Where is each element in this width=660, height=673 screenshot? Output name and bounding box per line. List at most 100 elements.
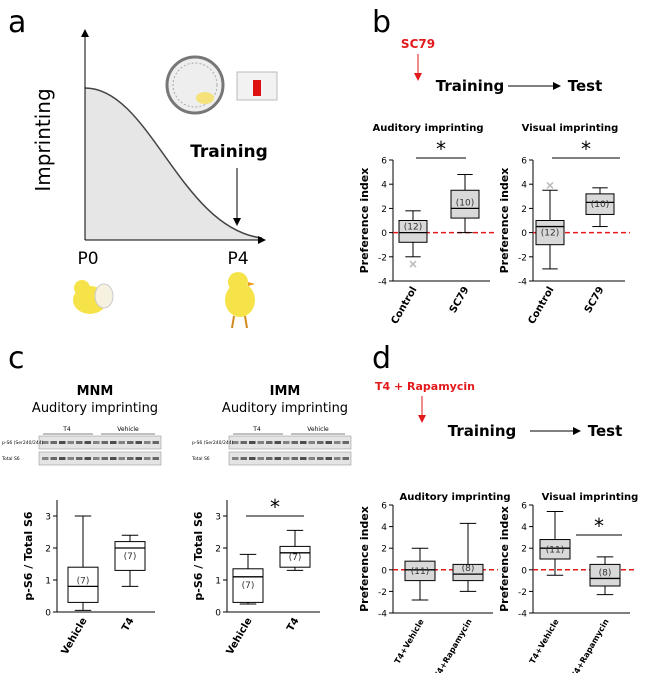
blot-band: [257, 441, 264, 444]
blot-band: [101, 441, 108, 444]
y-axis-label: Preference index: [358, 506, 371, 612]
y-tick-label: 2: [381, 205, 387, 215]
n-label: (7): [242, 581, 255, 591]
step-label: Test: [568, 77, 603, 95]
x-tick-label: Control: [389, 285, 419, 326]
significance: *: [581, 137, 591, 161]
blot-band: [42, 457, 49, 460]
blot-row: Total S6: [191, 456, 210, 462]
n-label: (7): [289, 553, 302, 563]
drug-label: SC79: [401, 37, 435, 51]
chart-title: Visual imprinting: [542, 492, 639, 503]
blot-band: [317, 457, 324, 460]
blot-band: [144, 457, 151, 460]
blot-band: [274, 441, 281, 444]
blot-band: [110, 441, 117, 444]
y-tick-label: -4: [518, 278, 527, 288]
blot-band: [93, 441, 100, 444]
blot-region: MNM: [77, 384, 114, 399]
y-tick-label: 0: [521, 229, 527, 239]
y-tick-label: 0: [215, 609, 221, 619]
significance: *: [270, 495, 280, 519]
blot-group: Vehicle: [117, 426, 139, 433]
blot-band: [300, 457, 307, 460]
box: [535, 220, 565, 246]
y-tick-label: 3: [45, 513, 51, 523]
y-tick-label: 4: [381, 523, 387, 533]
y-tick-label: -2: [518, 588, 527, 598]
blot-band: [110, 457, 117, 460]
chart-title: Visual imprinting: [522, 123, 619, 134]
panel-letter: a: [8, 5, 26, 40]
x-tick-label: T4: [285, 616, 301, 633]
blot-band: [118, 441, 125, 444]
chart-title: Auditory imprinting: [373, 123, 484, 134]
blot-band: [240, 441, 247, 444]
blot-band: [283, 441, 290, 444]
wheel-icon: [165, 55, 225, 115]
y-tick-label: 2: [215, 545, 221, 555]
blot-band: [325, 441, 332, 444]
n-label: (11): [546, 545, 564, 555]
blot-band: [50, 441, 57, 444]
chart-title: Auditory imprinting: [400, 492, 511, 503]
x-tick-label: Vehicle: [225, 616, 255, 657]
blot-band: [300, 441, 307, 444]
blot-band: [325, 457, 332, 460]
box: [539, 539, 571, 560]
curve-area: [85, 88, 262, 240]
y-tick-label: -2: [518, 253, 527, 263]
blot-band: [334, 441, 341, 444]
curve: [84, 87, 263, 239]
outlier: [546, 181, 554, 189]
blot-band: [266, 457, 273, 460]
blot-band: [76, 457, 83, 460]
n-label: (12): [404, 223, 422, 233]
blot-subtitle: Auditory imprinting: [222, 401, 348, 416]
blot-band: [144, 441, 151, 444]
y-tick-label: 4: [521, 181, 527, 191]
x-tick-label: T4+Vehicle: [528, 617, 561, 666]
y-tick-label: 4: [521, 523, 527, 533]
chick-icon: [225, 272, 255, 329]
x-tick-label: T4+Rapamycin: [432, 617, 474, 673]
blot-band: [152, 441, 159, 444]
panel-letter: b: [372, 5, 391, 40]
y-tick-label: -2: [378, 588, 387, 598]
blot-band: [50, 457, 57, 460]
blot-band: [342, 457, 349, 460]
panel-letter: d: [372, 341, 391, 376]
x-label: P4: [227, 249, 248, 269]
y-axis-label: p-S6 / Total S6: [192, 511, 205, 600]
y-tick-label: 2: [521, 545, 527, 555]
y-tick-label: 3: [215, 513, 221, 523]
step-label: Training: [436, 77, 504, 95]
blot-band: [308, 457, 315, 460]
n-label: (7): [124, 552, 137, 562]
blot-band: [76, 441, 83, 444]
y-tick-label: 4: [381, 181, 387, 191]
blot-band: [257, 457, 264, 460]
blot-band: [308, 441, 315, 444]
blot-band: [59, 441, 66, 444]
blot-row: p-S6 (Ser240/244): [192, 440, 234, 446]
y-tick-label: 1: [215, 577, 221, 587]
y-tick-label: 0: [381, 229, 387, 239]
blot-band: [42, 441, 49, 444]
blot-band: [291, 457, 298, 460]
blot-strip: [228, 451, 352, 466]
blot-strip: [228, 435, 352, 450]
panel-letter: c: [8, 341, 25, 376]
y-tick-label: 0: [521, 566, 527, 576]
n-label: (8): [599, 568, 612, 578]
significance: *: [594, 514, 604, 538]
outlier: [409, 260, 417, 268]
y-tick-label: 1: [45, 577, 51, 587]
x-tick-label: SC79: [448, 285, 472, 315]
y-tick-label: 2: [45, 545, 51, 555]
drug-label: T4 + Rapamycin: [375, 380, 475, 393]
blot-group: T4: [62, 426, 71, 433]
blot-band: [152, 457, 159, 460]
blot-band: [342, 441, 349, 444]
x-tick-label: T4: [120, 616, 136, 633]
